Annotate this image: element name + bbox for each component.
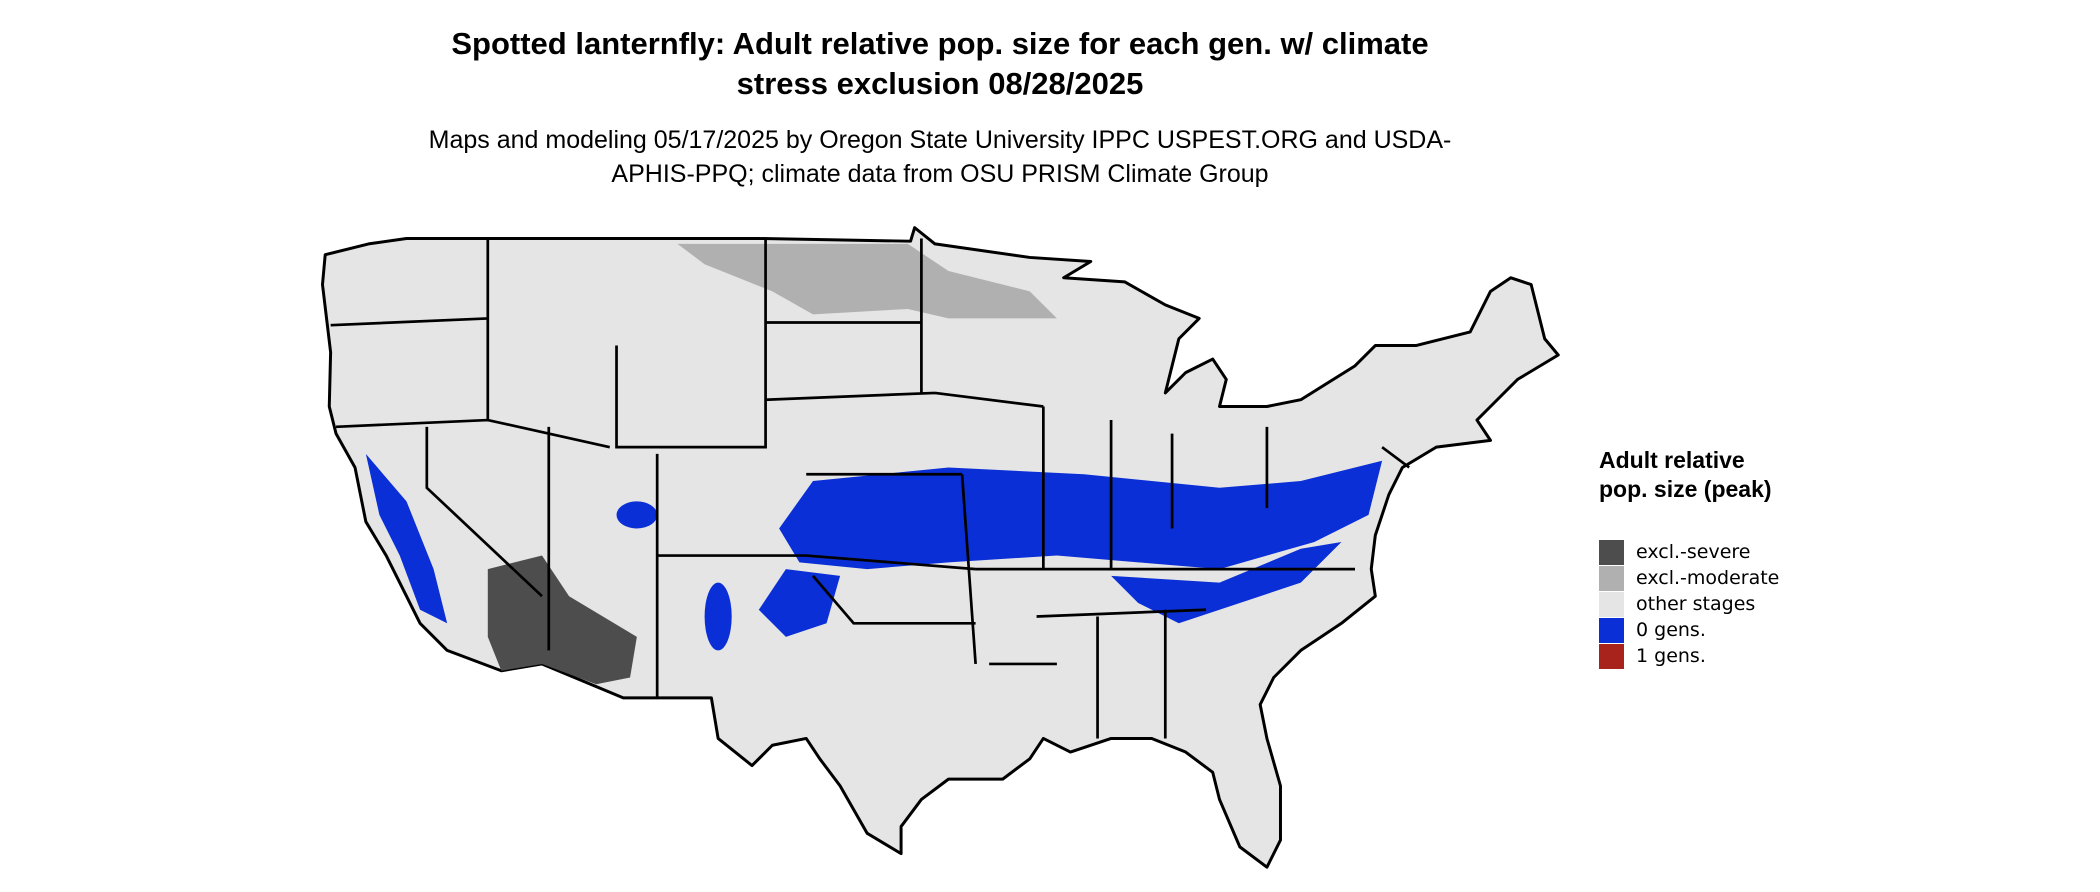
map-title: Spotted lanternfly: Adult relative pop. … [451,26,1429,101]
blue-region [1111,542,1342,624]
state-lines [330,238,1411,739]
legend-swatch [1599,617,1624,643]
blue-region [365,453,448,624]
legend-item: 0 gens. [1599,617,1706,643]
legend-item: excl.-severe [1599,539,1751,565]
legend-label: 1 gens. [1636,645,1706,667]
state-line [330,238,1411,739]
exclusion-severe-southwest [487,555,637,685]
blue-region [758,569,841,637]
legend-label: other stages [1636,593,1756,615]
exclusion-moderate-north [677,243,1057,319]
legend-item: excl.-moderate [1599,565,1779,591]
legend-title: Adult relative pop. size (peak) [1599,447,1772,502]
blue-region [616,501,658,529]
us-map [320,226,1560,869]
legend-swatch [1599,643,1624,669]
zero-gens-areas [365,453,1383,651]
map-subtitle: Maps and modeling 05/17/2025 by Oregon S… [428,126,1452,188]
legend-swatch [1599,565,1624,591]
legend-item: 1 gens. [1599,643,1706,669]
legend-swatch [1599,539,1624,565]
legend-label: excl.-moderate [1636,567,1780,589]
legend-item: other stages [1599,591,1755,617]
legend-swatch [1599,591,1624,617]
legend-label: 0 gens. [1636,619,1706,641]
legend-label: excl.-severe [1636,541,1751,563]
blue-region [779,460,1383,570]
blue-region [704,582,732,651]
